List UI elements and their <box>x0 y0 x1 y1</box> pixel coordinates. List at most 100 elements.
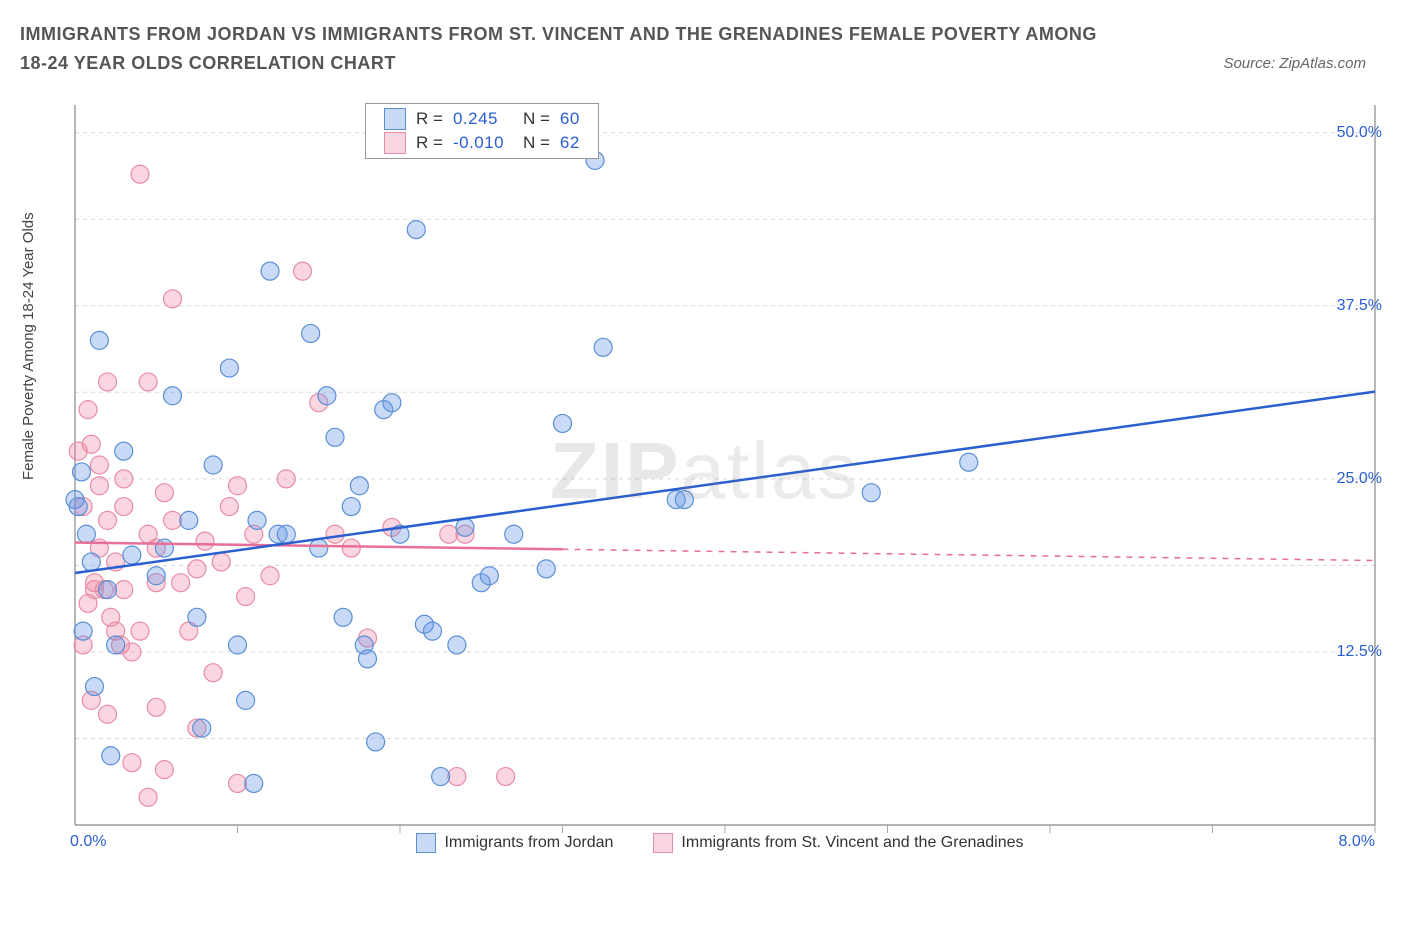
scatter-point-series2 <box>90 456 108 474</box>
scatter-point-series2 <box>497 768 515 786</box>
scatter-point-series2 <box>115 470 133 488</box>
scatter-point-series1 <box>86 678 104 696</box>
scatter-point-series2 <box>277 470 295 488</box>
scatter-point-series1 <box>77 525 95 543</box>
chart-title: IMMIGRANTS FROM JORDAN VS IMMIGRANTS FRO… <box>20 20 1120 78</box>
scatter-point-series2 <box>155 761 173 779</box>
stats-n-label: N = <box>523 109 550 129</box>
scatter-point-series1 <box>204 456 222 474</box>
scatter-point-series1 <box>675 491 693 509</box>
legend-swatch-series2 <box>653 833 673 853</box>
scatter-point-series1 <box>188 608 206 626</box>
scatter-point-series2 <box>172 574 190 592</box>
stats-row-series2: R = -0.010 N = 62 <box>384 132 580 154</box>
scatter-point-series1 <box>594 338 612 356</box>
correlation-stats-box: R = 0.245 N = 60 R = -0.010 N = 62 <box>365 103 599 159</box>
scatter-point-series2 <box>220 498 238 516</box>
scatter-point-series2 <box>229 477 247 495</box>
scatter-point-series1 <box>359 650 377 668</box>
scatter-point-series1 <box>326 428 344 446</box>
scatter-point-series2 <box>90 477 108 495</box>
regression-line-series1 <box>75 392 1375 573</box>
scatter-point-series1 <box>164 387 182 405</box>
legend-swatch-series1 <box>416 833 436 853</box>
scatter-point-series1 <box>334 608 352 626</box>
scatter-point-series1 <box>310 539 328 557</box>
scatter-point-series1 <box>115 442 133 460</box>
scatter-point-series2 <box>115 498 133 516</box>
scatter-point-series1 <box>350 477 368 495</box>
scatter-point-series1 <box>155 539 173 557</box>
scatter-point-series1 <box>367 733 385 751</box>
stats-n-value: 62 <box>560 133 580 153</box>
scatter-point-series2 <box>123 754 141 772</box>
stats-n-label: N = <box>523 133 550 153</box>
scatter-point-series2 <box>164 511 182 529</box>
scatter-point-series1 <box>90 331 108 349</box>
scatter-point-series1 <box>99 581 117 599</box>
scatter-point-series2 <box>229 774 247 792</box>
scatter-point-series2 <box>139 788 157 806</box>
scatter-point-series1 <box>342 498 360 516</box>
scatter-point-series1 <box>448 636 466 654</box>
y-axis-label: Female Poverty Among 18-24 Year Olds <box>20 212 37 480</box>
scatter-point-series2 <box>196 532 214 550</box>
scatter-point-series2 <box>212 553 230 571</box>
scatter-point-series1 <box>107 636 125 654</box>
legend-item-series2: Immigrants from St. Vincent and the Gren… <box>653 833 1023 853</box>
scatter-point-series2 <box>237 588 255 606</box>
scatter-point-series1 <box>318 387 336 405</box>
scatter-point-series1 <box>960 453 978 471</box>
scatter-point-series1 <box>245 774 263 792</box>
stats-swatch-series1 <box>384 108 406 130</box>
scatter-point-series1 <box>277 525 295 543</box>
scatter-point-series2 <box>342 539 360 557</box>
scatter-point-series1 <box>102 747 120 765</box>
scatter-point-series2 <box>99 705 117 723</box>
source-attribution: Source: ZipAtlas.com <box>1223 55 1366 72</box>
scatter-point-series2 <box>123 643 141 661</box>
scatter-point-series1 <box>193 719 211 737</box>
scatter-point-series1 <box>123 546 141 564</box>
scatter-point-series2 <box>99 511 117 529</box>
scatter-point-series1 <box>74 622 92 640</box>
scatter-point-series1 <box>862 484 880 502</box>
scatter-point-series1 <box>480 567 498 585</box>
scatter-point-series2 <box>131 165 149 183</box>
scatter-point-series2 <box>82 435 100 453</box>
scatter-point-series1 <box>261 262 279 280</box>
scatter-point-series1 <box>237 691 255 709</box>
scatter-point-series1 <box>432 768 450 786</box>
scatter-point-series2 <box>155 484 173 502</box>
scatter-point-series2 <box>448 768 466 786</box>
scatter-point-series1 <box>69 498 87 516</box>
scatter-point-series2 <box>79 401 97 419</box>
scatter-point-series2 <box>326 525 344 543</box>
stats-row-series1: R = 0.245 N = 60 <box>384 108 580 130</box>
scatter-point-series2 <box>294 262 312 280</box>
stats-n-value: 60 <box>560 109 580 129</box>
scatter-point-series2 <box>99 373 117 391</box>
scatter-point-series2 <box>204 664 222 682</box>
scatter-point-series1 <box>505 525 523 543</box>
stats-r-label: R = <box>416 133 443 153</box>
scatter-point-series1 <box>180 511 198 529</box>
scatter-point-series1 <box>383 394 401 412</box>
stats-swatch-series2 <box>384 132 406 154</box>
scatter-point-series2 <box>164 290 182 308</box>
stats-r-label: R = <box>416 109 443 129</box>
scatter-point-series1 <box>456 518 474 536</box>
scatter-point-series1 <box>82 553 100 571</box>
scatter-point-series2 <box>115 581 133 599</box>
scatter-point-series1 <box>73 463 91 481</box>
stats-r-value: 0.245 <box>453 109 513 129</box>
regression-line-series2-extrapolation <box>563 549 1376 560</box>
scatter-point-series1 <box>302 324 320 342</box>
scatter-point-series2 <box>261 567 279 585</box>
legend-item-series1: Immigrants from Jordan <box>416 833 613 853</box>
scatter-point-series1 <box>554 414 572 432</box>
y-tick-label: 25.0% <box>1337 470 1382 488</box>
scatter-point-series1 <box>407 221 425 239</box>
stats-r-value: -0.010 <box>453 133 513 153</box>
legend: Immigrants from Jordan Immigrants from S… <box>60 833 1380 853</box>
